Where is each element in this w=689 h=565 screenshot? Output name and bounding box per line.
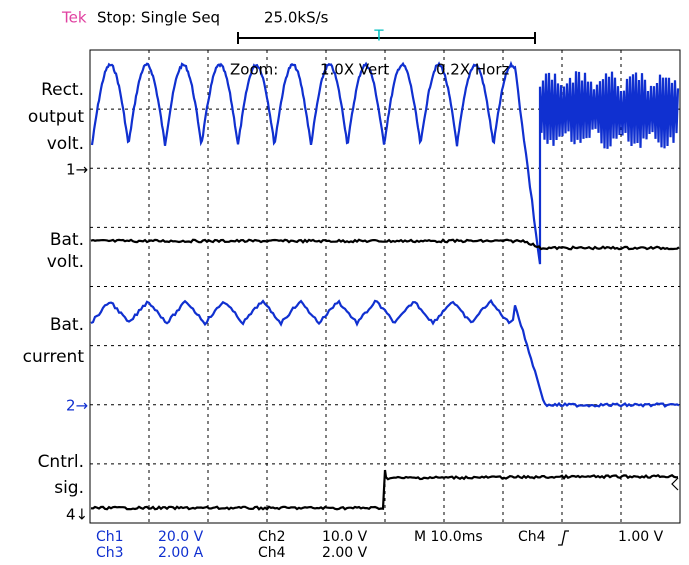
trace-label: sig. — [54, 478, 84, 498]
trace-marker: 1→ — [66, 161, 88, 179]
trigger-level: 1.00 V — [618, 529, 664, 545]
ch1-name: Ch1 — [96, 529, 124, 545]
trace-marker: 4↓ — [66, 506, 88, 524]
trace-label: Bat. — [50, 315, 84, 335]
ch1-scale: 20.0 V — [158, 529, 204, 545]
trace — [90, 298, 680, 408]
zoom-horz: 0.2X Horz — [436, 61, 510, 79]
ch2-scale: 10.0 V — [322, 529, 368, 545]
trace-label: Cntrl. — [38, 452, 84, 472]
channel-labels: Rect.outputvolt.1→Bat.volt.Bat.current2→… — [23, 80, 88, 524]
trace-label: volt. — [47, 134, 84, 154]
zoom-label: Zoom: — [230, 61, 278, 79]
status: Stop: Single Seq — [97, 9, 220, 27]
record-bracket — [237, 32, 536, 44]
trace — [90, 60, 680, 265]
ref-marker — [671, 477, 679, 491]
ch2-name: Ch2 — [258, 529, 286, 545]
zoom-vert: 1.0X Vert — [320, 61, 389, 79]
trace-label: volt. — [47, 252, 84, 272]
ch3-scale: 2.00 A — [158, 545, 204, 561]
trace — [90, 469, 679, 511]
trace — [90, 238, 680, 251]
trace-label: output — [28, 107, 84, 127]
trigger-pos: T — [373, 27, 384, 45]
trigger-slope — [558, 530, 569, 546]
trigger-source: Ch4 — [518, 529, 546, 545]
trace-label: current — [23, 347, 85, 367]
timebase: M 10.0ms — [414, 529, 483, 545]
trace-label: Rect. — [41, 80, 84, 100]
brand: Tek — [61, 9, 87, 27]
ch3-name: Ch3 — [96, 545, 124, 561]
waveforms — [90, 60, 680, 511]
trace-marker: 2→ — [66, 397, 88, 415]
sample-rate: 25.0kS/s — [264, 9, 329, 27]
ch4-name: Ch4 — [258, 545, 286, 561]
ch4-scale: 2.00 V — [322, 545, 368, 561]
trace-label: Bat. — [50, 230, 84, 250]
